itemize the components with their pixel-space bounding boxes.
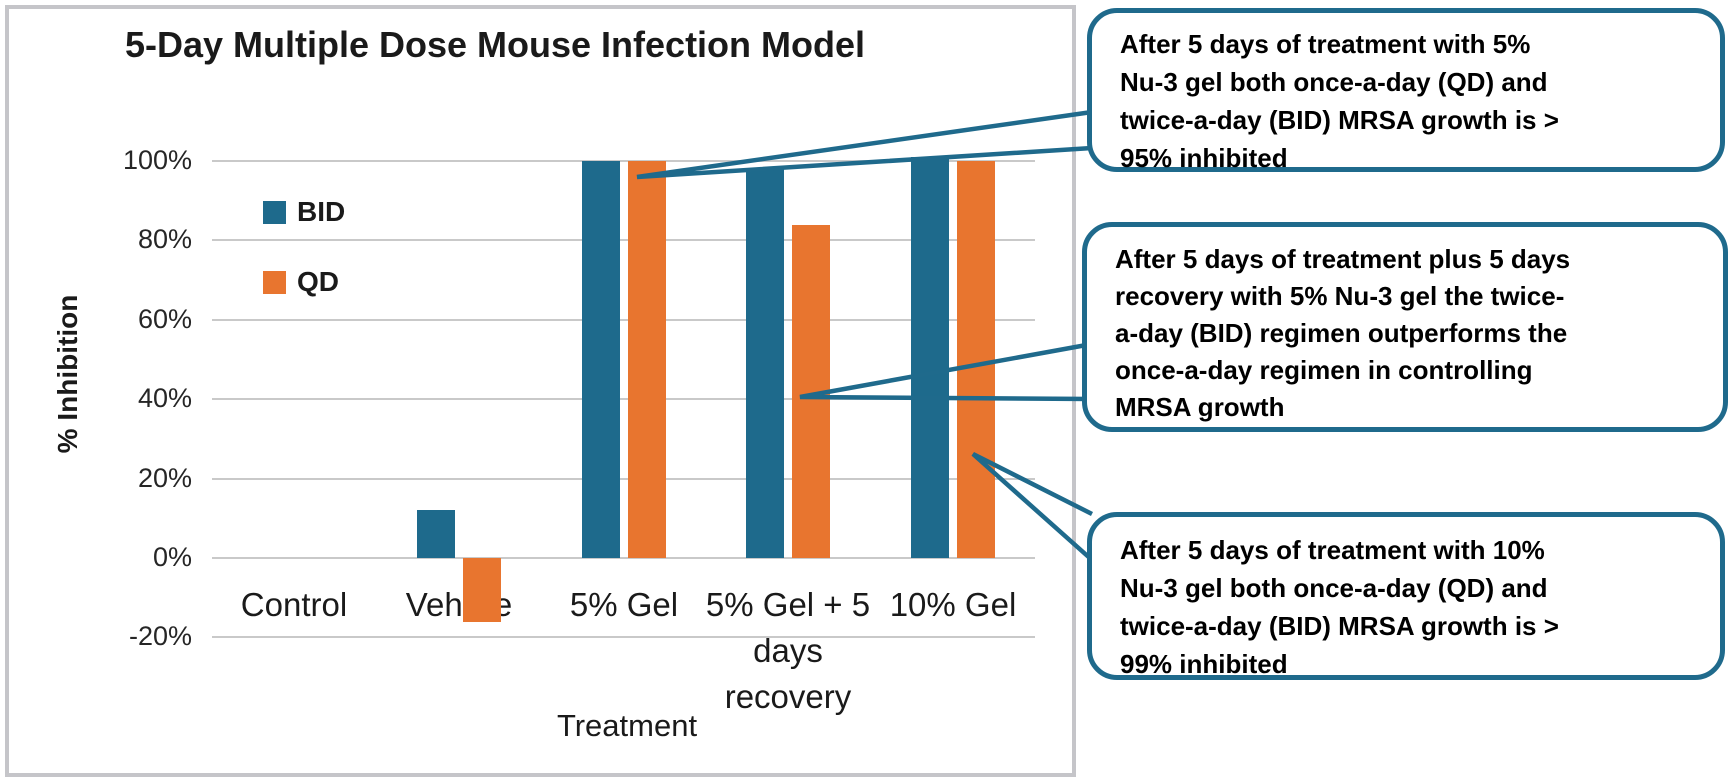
y-tick-label-40: 40% <box>137 383 192 414</box>
gridline-60 <box>212 318 1035 321</box>
gridline-20 <box>212 477 1035 480</box>
x-category-label-control: Control <box>240 586 348 623</box>
legend: BID QD <box>263 196 345 336</box>
bar-bid-vehicle <box>417 510 455 558</box>
legend-swatch-bid <box>263 200 286 224</box>
callout-5pct-gel-recovery: After 5 days of treatment plus 5 days re… <box>1082 222 1728 432</box>
y-tick-label-80: 80% <box>137 224 192 255</box>
chart-title: 5-Day Multiple Dose Mouse Infection Mode… <box>124 24 866 65</box>
bar-qd-5-gel-5 <box>792 225 830 558</box>
bar-qd-10-gel <box>957 161 995 558</box>
bar-bid-5-gel <box>582 161 620 558</box>
y-tick-label-20: 20% <box>137 462 192 493</box>
callout-10pct-gel: After 5 days of treatment with 10% Nu-3 … <box>1087 512 1725 680</box>
gridline-0 <box>212 557 1035 559</box>
x-category-label-10-gel: 10% Gel <box>889 586 1017 623</box>
legend-label-bid: BID <box>297 196 346 227</box>
bar-qd-vehicle <box>463 558 501 622</box>
x-category-label-5-gel-5: 5% Gel + 5 days recovery <box>705 586 871 715</box>
gridline-40 <box>212 398 1035 401</box>
legend-item-bid: BID <box>263 196 345 228</box>
legend-label-qd: QD <box>297 266 339 297</box>
bar-bid-10-gel <box>911 157 949 558</box>
y-tick-label-60: 60% <box>137 303 192 334</box>
bar-bid-5-gel-5 <box>746 169 784 558</box>
callout-5pct-gel: After 5 days of treatment with 5% Nu-3 g… <box>1087 8 1725 173</box>
gridline-80 <box>212 239 1035 242</box>
bar-qd-5-gel <box>628 161 666 558</box>
y-tick-label-0: 0% <box>152 542 192 572</box>
gridline--20 <box>212 636 1035 639</box>
y-tick-label-100: 100% <box>122 145 192 175</box>
gridline-100 <box>212 160 1035 162</box>
legend-swatch-qd <box>263 270 286 294</box>
legend-item-qd: QD <box>263 266 345 298</box>
x-category-label-5-gel: 5% Gel <box>569 586 679 623</box>
x-axis-title: Treatment <box>556 708 698 743</box>
y-tick-label--20: -20% <box>128 621 192 652</box>
